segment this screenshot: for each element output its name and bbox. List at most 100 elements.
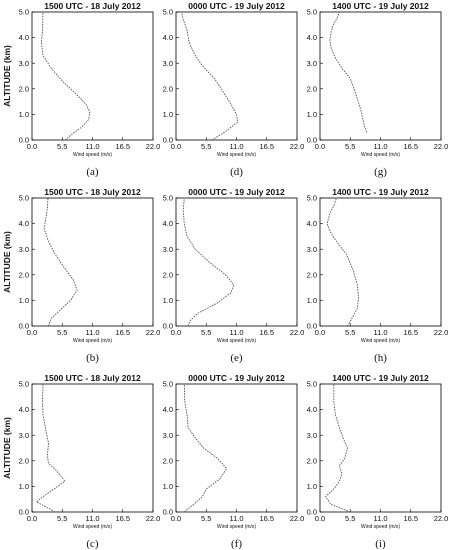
panel-label: (e)	[230, 352, 243, 364]
panel-title: 0000 UTC - 19 July 2012	[188, 187, 285, 197]
y-tick-label: 0.0	[163, 136, 173, 145]
x-tick-label: 22.0	[290, 514, 305, 523]
panel-title: 1500 UTC - 18 July 2012	[44, 1, 141, 11]
wind-profile-line	[329, 11, 368, 133]
y-tick-label: 3.0	[163, 245, 173, 254]
x-tick-label: 0.0	[315, 142, 325, 151]
y-tick-label: 5.0	[163, 194, 173, 203]
y-tick-label: 1.0	[19, 296, 29, 305]
y-tick-label: 1.0	[19, 110, 29, 119]
plot-frame	[175, 383, 298, 513]
wind-profile-line	[183, 383, 228, 513]
y-tick-label: 3.0	[19, 59, 29, 68]
y-tick-label: 2.0	[307, 84, 317, 93]
chart-panel: 0000 UTC - 19 July 2012 0.0 5.5 11.0 16.5 22.…	[163, 1, 305, 178]
x-tick-label: 22.0	[290, 328, 305, 337]
panel-label: (a)	[86, 166, 99, 178]
y-tick-label: 4.0	[19, 219, 29, 228]
y-tick-label: 2.0	[19, 456, 29, 465]
y-tick-label: 3.0	[307, 245, 317, 254]
x-tick-label: 0.0	[315, 514, 325, 523]
panel-label: (i)	[375, 538, 386, 550]
y-axis-label: ALTITUDE (km)	[2, 231, 12, 293]
x-tick-label: 22.0	[146, 142, 161, 151]
x-tick-label: 0.0	[27, 328, 37, 337]
wind-profile-line	[40, 11, 91, 141]
x-axis-label: Wind speed (m/s)	[361, 152, 401, 158]
y-tick-label: 5.0	[307, 8, 317, 17]
plot-frame	[31, 11, 154, 141]
y-tick-label: 5.0	[163, 380, 173, 389]
chart-panel: 1400 UTC - 19 July 2012 0.0 5.5 11.0 16.5 22.…	[307, 373, 449, 550]
panel-label: (b)	[86, 352, 99, 364]
panel-label: (c)	[86, 538, 99, 550]
x-axis-label: Wind speed (m/s)	[73, 524, 113, 530]
y-tick-label: 1.0	[19, 482, 29, 491]
panel-title: 1400 UTC - 19 July 2012	[332, 1, 429, 11]
y-tick-label: 2.0	[163, 84, 173, 93]
chart-panel: 0000 UTC - 19 July 2012 0.0 5.5 11.0 16.5 22.…	[163, 373, 305, 550]
y-tick-label: 1.0	[163, 482, 173, 491]
y-tick-label: 2.0	[163, 270, 173, 279]
x-tick-label: 22.0	[146, 328, 161, 337]
x-tick-label: 11.0	[85, 328, 99, 337]
x-tick-label: 5.5	[57, 328, 67, 337]
y-tick-label: 5.0	[19, 8, 29, 17]
y-tick-label: 2.0	[19, 270, 29, 279]
x-tick-label: 22.0	[434, 142, 449, 151]
y-tick-label: 3.0	[163, 431, 173, 440]
x-tick-label: 22.0	[146, 514, 161, 523]
x-tick-label: 0.0	[315, 328, 325, 337]
chart-panel: 1500 UTC - 18 July 2012 0.0 5.5 11.0 16.5 22.…	[2, 373, 160, 550]
x-tick-label: 16.5	[115, 142, 130, 151]
wind-profile-line	[35, 383, 66, 513]
x-tick-label: 5.5	[57, 142, 67, 151]
y-tick-label: 5.0	[307, 380, 317, 389]
panel-label: (h)	[374, 352, 387, 364]
y-axis-label: ALTITUDE (km)	[2, 45, 12, 107]
x-tick-label: 0.0	[27, 142, 37, 151]
x-tick-label: 22.0	[290, 142, 305, 151]
x-tick-label: 22.0	[434, 328, 449, 337]
y-tick-label: 2.0	[307, 456, 317, 465]
y-tick-label: 4.0	[307, 405, 317, 414]
x-tick-label: 11.0	[85, 514, 99, 523]
panel-label: (d)	[230, 166, 243, 178]
plot-frame	[319, 11, 442, 141]
panel-title: 1400 UTC - 19 July 2012	[332, 187, 429, 197]
wind-profile-line	[182, 197, 235, 327]
panel-title: 0000 UTC - 19 July 2012	[188, 373, 285, 383]
chart-panel: 1400 UTC - 19 July 2012 0.0 5.5 11.0 16.5 22.…	[307, 187, 449, 364]
panel-label: (f)	[231, 538, 242, 550]
x-axis-label: Wind speed (m/s)	[361, 338, 401, 344]
y-tick-label: 0.0	[307, 322, 317, 331]
y-tick-label: 4.0	[163, 219, 173, 228]
x-tick-label: 16.5	[115, 514, 130, 523]
x-tick-label: 11.0	[373, 142, 387, 151]
y-tick-label: 2.0	[163, 456, 173, 465]
y-tick-label: 5.0	[307, 194, 317, 203]
plot-frame	[31, 383, 154, 513]
x-tick-label: 16.5	[403, 328, 418, 337]
wind-profile-line	[181, 11, 239, 141]
x-tick-label: 5.5	[201, 514, 211, 523]
x-tick-label: 16.5	[259, 142, 274, 151]
y-tick-label: 4.0	[307, 33, 317, 42]
y-tick-label: 1.0	[163, 296, 173, 305]
x-axis-label: Wind speed (m/s)	[73, 338, 113, 344]
chart-panel: 1500 UTC - 18 July 2012 0.0 5.5 11.0 16.5 22.…	[2, 1, 160, 178]
x-tick-label: 16.5	[259, 328, 274, 337]
y-tick-label: 5.0	[19, 194, 29, 203]
y-tick-label: 4.0	[307, 219, 317, 228]
wind-profile-line	[326, 197, 359, 327]
y-tick-label: 0.0	[163, 508, 173, 517]
x-tick-label: 0.0	[27, 514, 37, 523]
panel-title: 0000 UTC - 19 July 2012	[188, 1, 285, 11]
x-tick-label: 16.5	[259, 514, 274, 523]
x-tick-label: 5.5	[201, 142, 211, 151]
x-tick-label: 0.0	[171, 328, 181, 337]
x-tick-label: 5.5	[57, 514, 67, 523]
x-tick-label: 5.5	[345, 142, 355, 151]
y-tick-label: 1.0	[163, 110, 173, 119]
y-tick-label: 3.0	[163, 59, 173, 68]
